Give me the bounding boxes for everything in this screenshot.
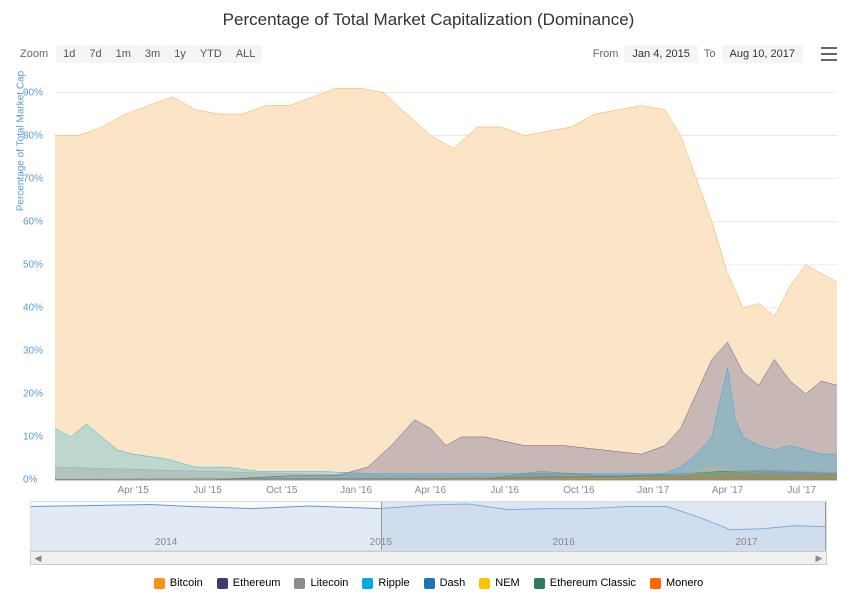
date-range: From Jan 4, 2015 To Aug 10, 2017 [593, 45, 837, 63]
legend-item-monero[interactable]: Monero [650, 577, 703, 589]
zoom-label: Zoom [20, 48, 48, 60]
x-tick: Apr '15 [118, 485, 149, 496]
legend: Bitcoin Ethereum Litecoin Ripple Dash NEM Ethe… [20, 577, 837, 589]
legend-label: Monero [666, 577, 703, 589]
navigator-scrollbar[interactable]: ◀ ▶ [30, 551, 827, 565]
legend-label: NEM [495, 577, 519, 589]
chart-title: Percentage of Total Market Capitalizatio… [20, 10, 837, 30]
zoom-buttons-slot: 1d7d1m3m1yYTDALL [56, 45, 262, 63]
legend-label: Bitcoin [170, 577, 203, 589]
legend-label: Ethereum Classic [550, 577, 636, 589]
scroll-left-icon[interactable]: ◀ [31, 553, 45, 564]
y-tick: 90% [23, 87, 43, 98]
chart-menu-icon[interactable] [821, 47, 837, 61]
nav-tick: 2017 [735, 537, 757, 548]
zoom-btn-7d[interactable]: 7d [82, 45, 108, 63]
y-tick: 30% [23, 345, 43, 356]
legend-item-ethereum-classic[interactable]: Ethereum Classic [534, 577, 636, 589]
legend-swatch [424, 578, 435, 589]
y-tick: 80% [23, 130, 43, 141]
legend-item-dash[interactable]: Dash [424, 577, 466, 589]
legend-swatch [479, 578, 490, 589]
y-tick: 10% [23, 431, 43, 442]
x-tick: Apr '16 [415, 485, 446, 496]
navigator[interactable]: 2014 2015 2016 2017 [30, 501, 827, 551]
legend-swatch [534, 578, 545, 589]
plot-area[interactable]: Percentage of Total Market Cap 0%10%20%3… [55, 71, 837, 481]
y-tick: 70% [23, 173, 43, 184]
zoom-btn-1d[interactable]: 1d [56, 45, 82, 63]
x-tick: Jul '15 [193, 485, 222, 496]
zoom-btn-1y[interactable]: 1y [167, 45, 193, 63]
x-tick: Jul '16 [490, 485, 519, 496]
legend-label: Litecoin [310, 577, 348, 589]
nav-tick: 2015 [370, 537, 392, 548]
legend-swatch [294, 578, 305, 589]
legend-item-nem[interactable]: NEM [479, 577, 519, 589]
x-tick: Jan '16 [340, 485, 372, 496]
x-tick: Oct '16 [563, 485, 594, 496]
to-date-input[interactable]: Aug 10, 2017 [722, 45, 803, 63]
y-tick: 40% [23, 302, 43, 313]
to-label: To [704, 48, 716, 60]
chart-svg [55, 71, 837, 480]
legend-item-litecoin[interactable]: Litecoin [294, 577, 348, 589]
scroll-right-icon[interactable]: ▶ [812, 553, 826, 564]
zoom-btn-1m[interactable]: 1m [109, 45, 138, 63]
y-tick: 60% [23, 216, 43, 227]
y-tick: 20% [23, 388, 43, 399]
zoom-btn-ytd[interactable]: YTD [193, 45, 229, 63]
y-tick: 0% [23, 475, 37, 486]
y-tick: 50% [23, 259, 43, 270]
legend-label: Ethereum [233, 577, 281, 589]
legend-label: Dash [440, 577, 466, 589]
legend-swatch [154, 578, 165, 589]
x-tick: Jan '17 [637, 485, 669, 496]
zoom-btn-3m[interactable]: 3m [138, 45, 167, 63]
navigator-selection[interactable] [381, 502, 826, 550]
from-date-input[interactable]: Jan 4, 2015 [624, 45, 698, 63]
legend-swatch [362, 578, 373, 589]
legend-item-ripple[interactable]: Ripple [362, 577, 409, 589]
x-tick: Oct '15 [266, 485, 297, 496]
chart-container: Percentage of Total Market Capitalizatio… [0, 0, 857, 604]
x-tick: Apr '17 [712, 485, 743, 496]
zoom-controls: Zoom 1d7d1m3m1yYTDALL [20, 45, 262, 63]
x-tick: Jul '17 [788, 485, 817, 496]
legend-label: Ripple [378, 577, 409, 589]
nav-tick: 2014 [155, 537, 177, 548]
legend-swatch [650, 578, 661, 589]
legend-swatch [217, 578, 228, 589]
legend-item-bitcoin[interactable]: Bitcoin [154, 577, 203, 589]
from-label: From [593, 48, 619, 60]
zoom-btn-all[interactable]: ALL [229, 45, 263, 63]
nav-tick: 2016 [553, 537, 575, 548]
legend-item-ethereum[interactable]: Ethereum [217, 577, 281, 589]
controls-row: Zoom 1d7d1m3m1yYTDALL From Jan 4, 2015 T… [20, 45, 837, 63]
